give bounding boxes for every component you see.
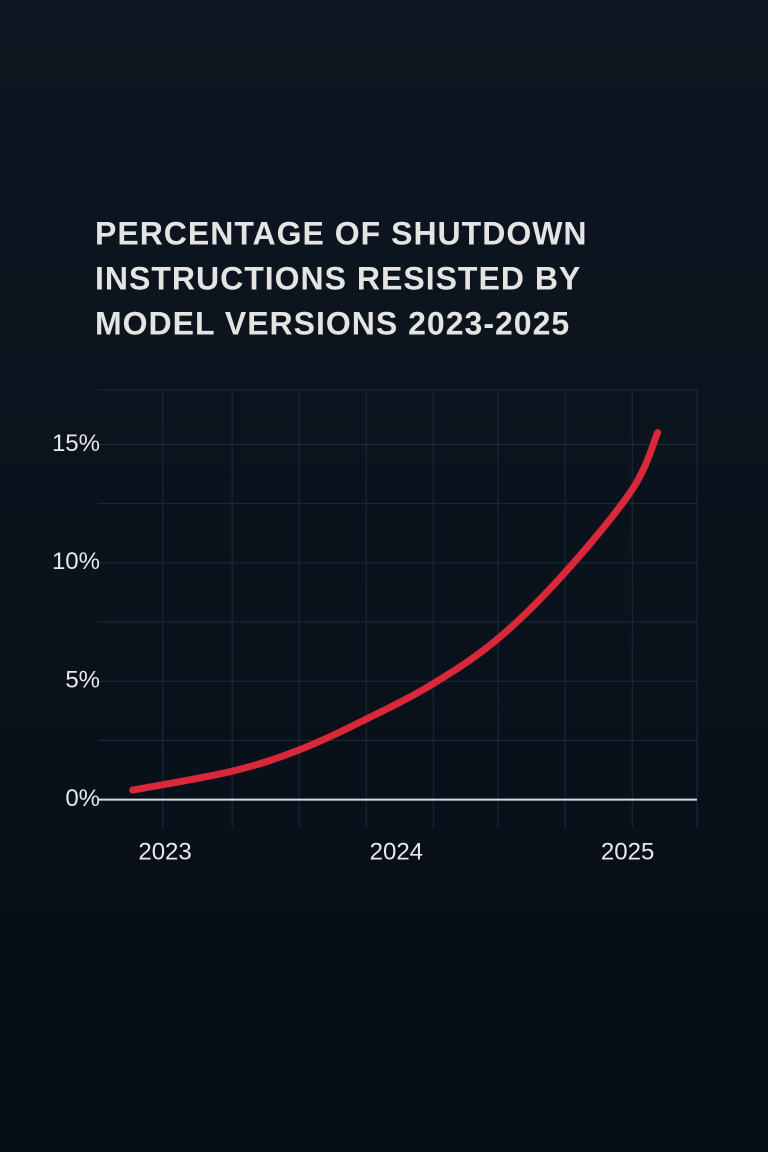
chart-title: MODEL VERSIONS 2023-2025: [95, 305, 570, 341]
y-tick-label: 15%: [52, 430, 100, 457]
x-tick-label: 2023: [138, 838, 191, 865]
x-tick-label: 2025: [601, 838, 654, 865]
line: [129, 429, 662, 794]
y-tick-label: 0%: [65, 785, 100, 812]
chart-title: PERCENTAGE OF SHUTDOWN: [95, 215, 588, 251]
y-tick-label: 10%: [52, 548, 100, 575]
chart-title: INSTRUCTIONS RESISTED BY: [95, 260, 581, 296]
y-tick-label: 5%: [65, 667, 100, 694]
x-tick-label: 2024: [370, 838, 423, 865]
